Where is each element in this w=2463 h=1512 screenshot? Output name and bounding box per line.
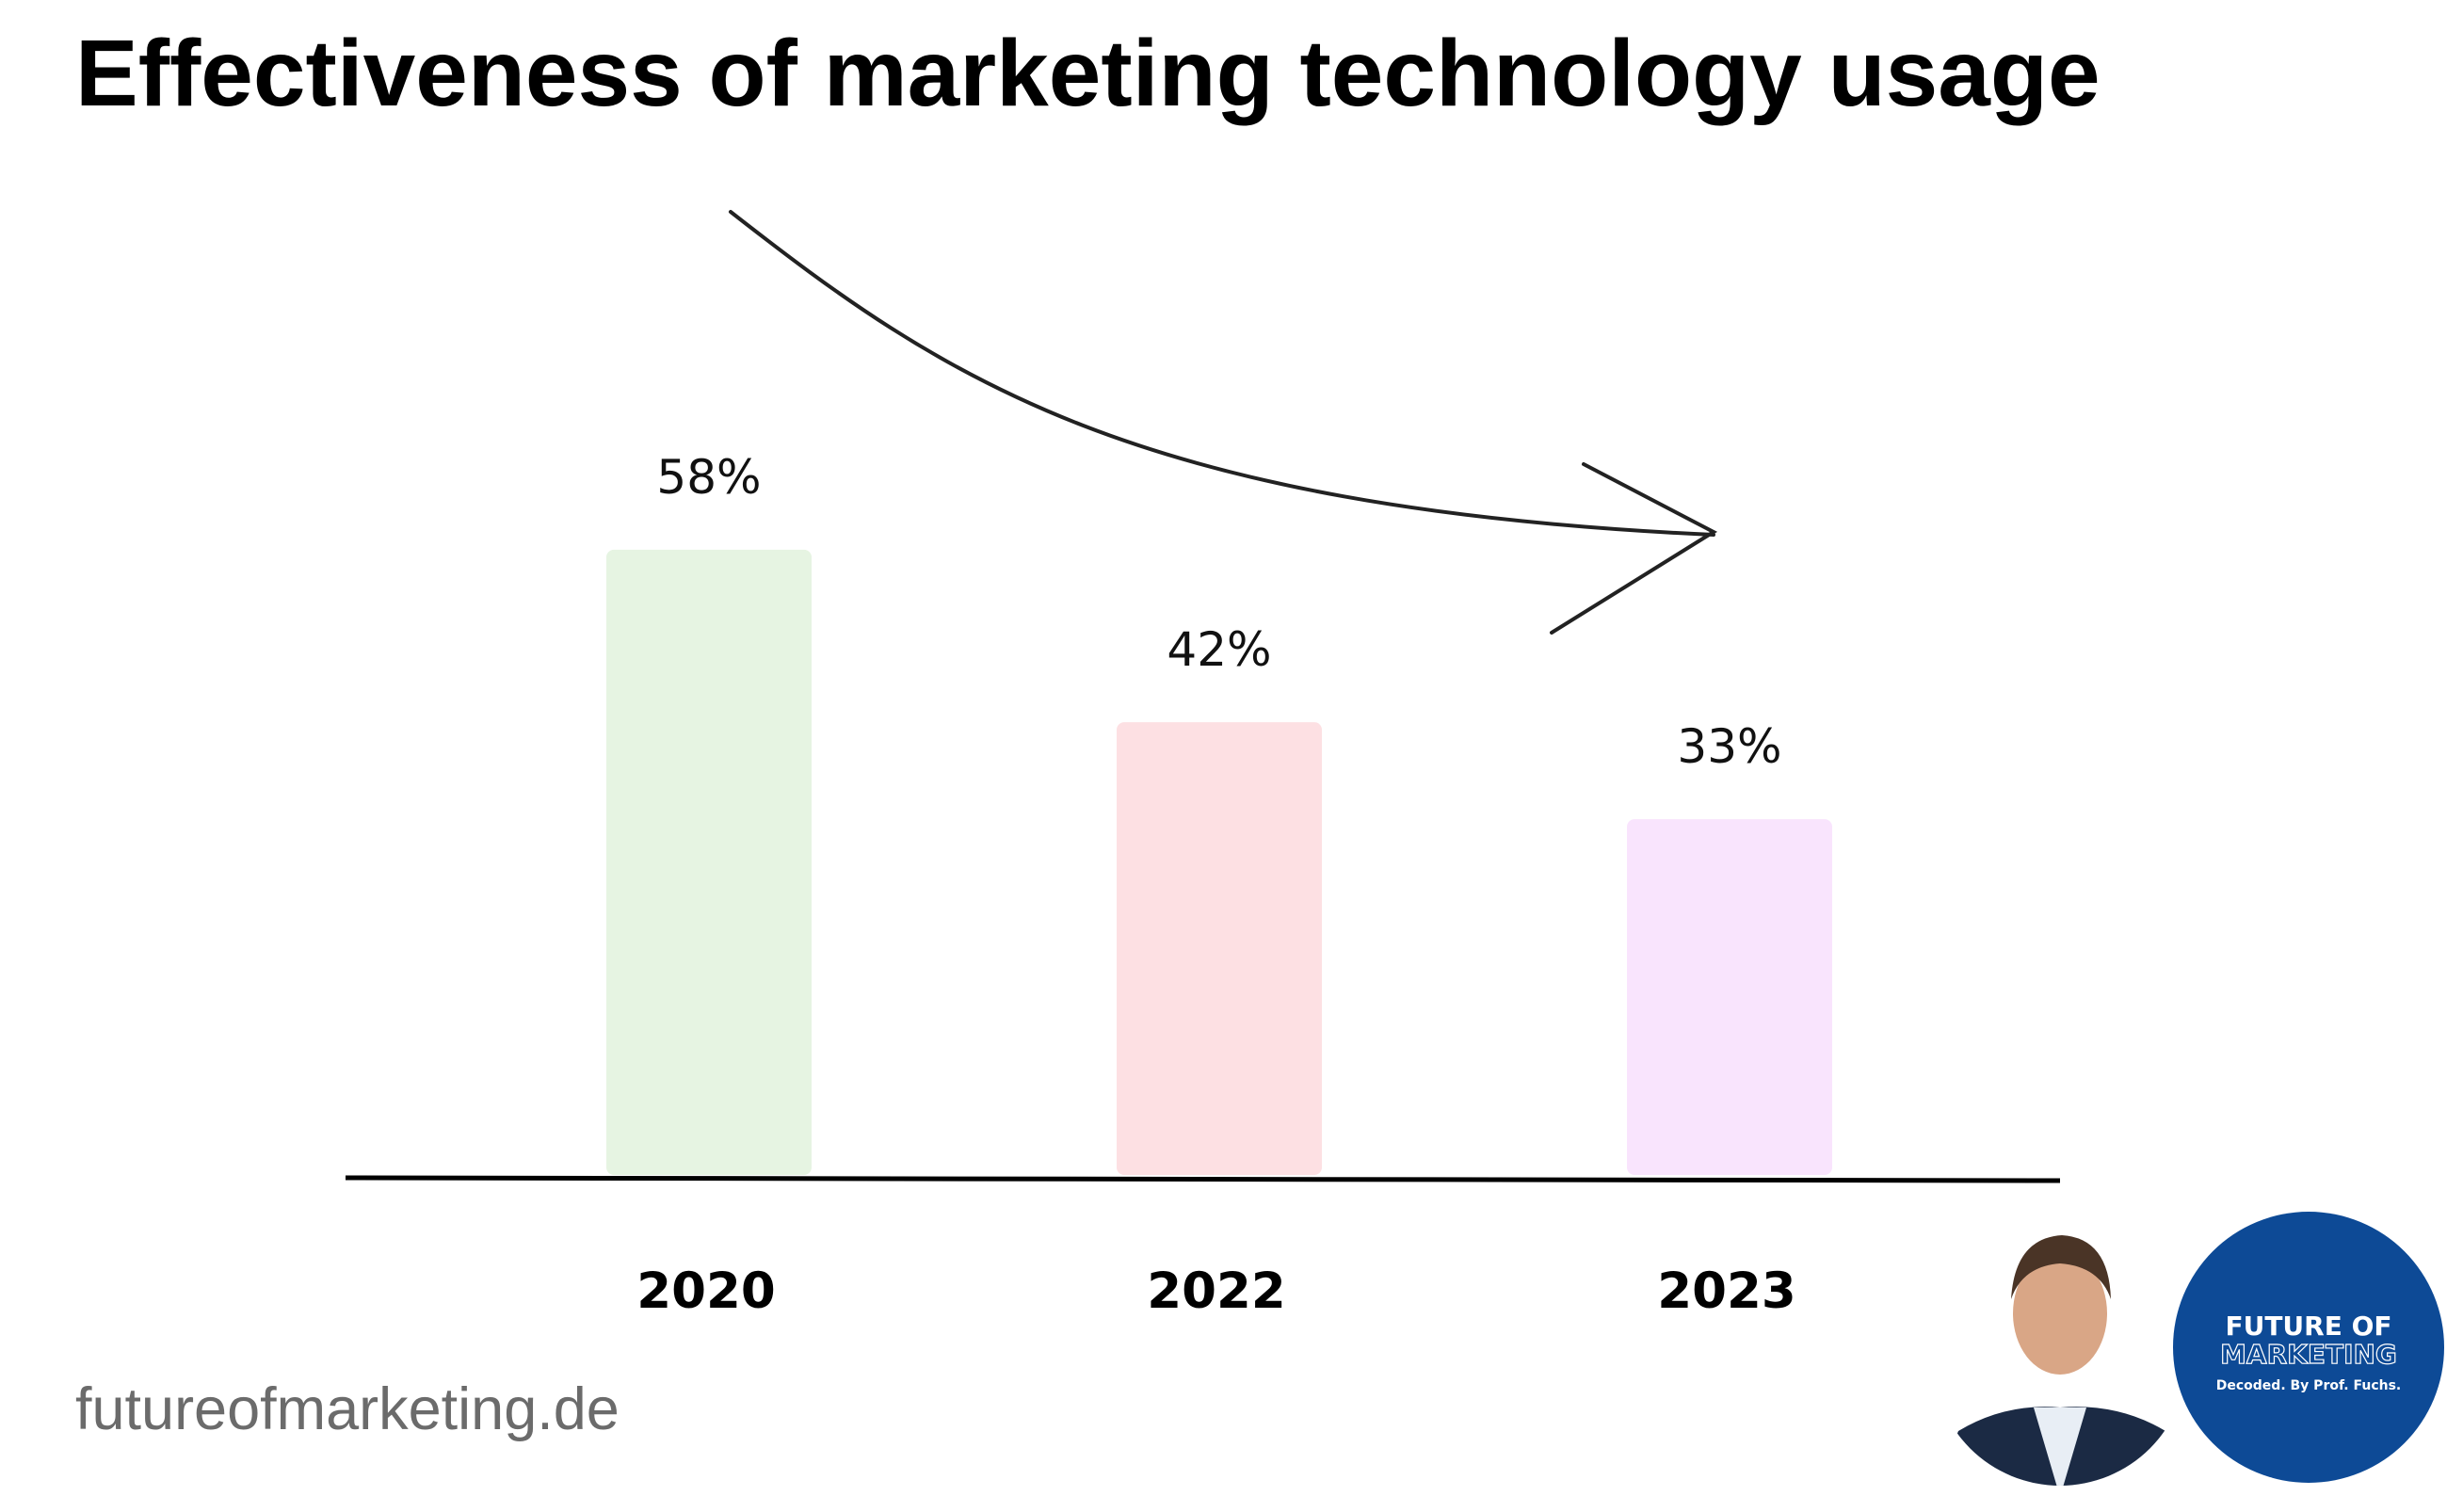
arrow-curve xyxy=(729,210,1715,537)
profile-photo xyxy=(1933,1231,2187,1486)
logo-tagline: Decoded. By Prof. Fuchs. xyxy=(2216,1378,2402,1393)
arrow-head xyxy=(1550,462,1718,635)
logo-circle xyxy=(2173,1212,2444,1483)
x-tick-label: 2020 xyxy=(636,1263,776,1320)
value-label: 33% xyxy=(1677,719,1781,774)
logo-line1: FUTURE OF xyxy=(2225,1311,2391,1342)
footer-url: futureofmarketing.de xyxy=(75,1376,620,1442)
logo-line2: MARKETING xyxy=(2220,1339,2397,1370)
x-tick-label: 2022 xyxy=(1147,1263,1286,1320)
bar xyxy=(1627,819,1832,1175)
baseline xyxy=(345,1175,2061,1183)
value-label: 58% xyxy=(656,450,761,505)
trend-arrow xyxy=(729,210,1718,635)
value-label: 42% xyxy=(1167,622,1271,677)
bar xyxy=(606,549,812,1175)
logo: FUTURE OF MARKETING Decoded. By Prof. Fu… xyxy=(2173,1212,2444,1483)
chart-title: Effectiveness of marketing technology us… xyxy=(75,21,2101,126)
x-tick-label: 2023 xyxy=(1657,1263,1796,1320)
bar xyxy=(1117,722,1322,1175)
